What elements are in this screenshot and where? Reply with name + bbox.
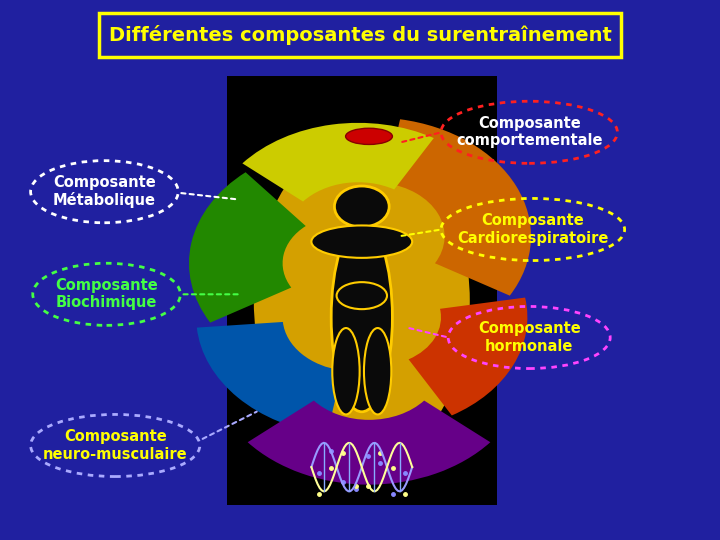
Text: Composante
hormonale: Composante hormonale bbox=[478, 321, 580, 354]
Wedge shape bbox=[197, 322, 342, 434]
Ellipse shape bbox=[364, 328, 392, 415]
Ellipse shape bbox=[253, 139, 469, 463]
Wedge shape bbox=[385, 119, 531, 296]
Text: Différentes composantes du surentraînement: Différentes composantes du surentraîneme… bbox=[109, 25, 611, 45]
Wedge shape bbox=[243, 123, 433, 201]
Wedge shape bbox=[409, 298, 527, 415]
Wedge shape bbox=[189, 172, 306, 322]
FancyBboxPatch shape bbox=[99, 13, 621, 57]
Wedge shape bbox=[248, 401, 490, 485]
Text: Composante
neuro-musculaire: Composante neuro-musculaire bbox=[43, 429, 187, 462]
Ellipse shape bbox=[331, 222, 392, 411]
Circle shape bbox=[334, 186, 389, 227]
Ellipse shape bbox=[332, 328, 359, 415]
Ellipse shape bbox=[311, 226, 412, 258]
Text: Composante
Cardiorespiratoire: Composante Cardiorespiratoire bbox=[457, 213, 608, 246]
Text: Composante
Métabolique: Composante Métabolique bbox=[53, 175, 156, 208]
Ellipse shape bbox=[336, 282, 387, 309]
Text: Composante
comportementale: Composante comportementale bbox=[456, 116, 603, 148]
Text: Composante
Biochimique: Composante Biochimique bbox=[55, 278, 158, 310]
Ellipse shape bbox=[346, 128, 392, 144]
FancyBboxPatch shape bbox=[227, 76, 497, 505]
